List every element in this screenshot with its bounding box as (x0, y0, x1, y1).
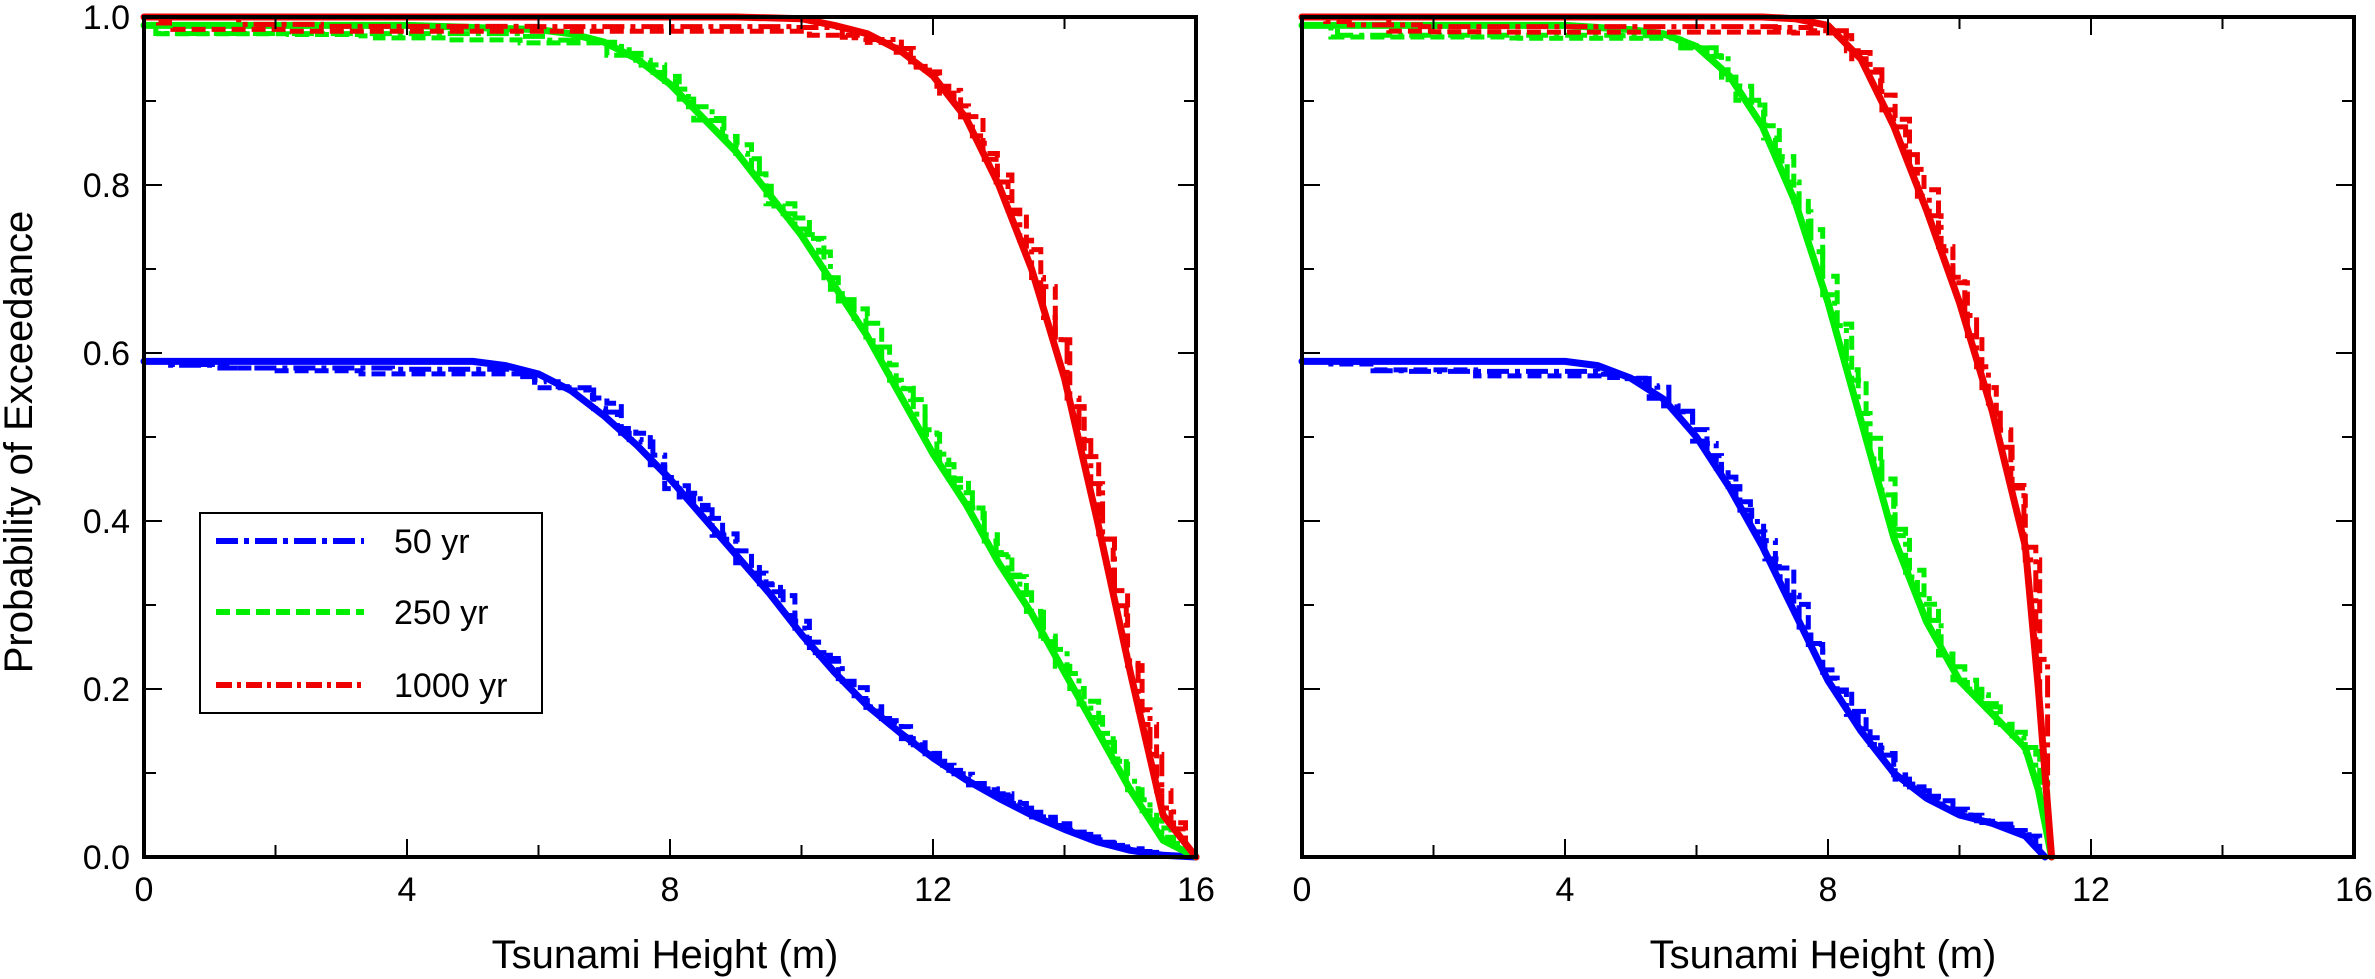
x-tick-label: 4 (1556, 871, 1575, 909)
series-250-yr-empirical (144, 22, 1188, 852)
series-50-yr-line (140, 357, 1200, 861)
series-250-yr-empirical (144, 22, 1188, 853)
x-tick-label: 12 (2072, 871, 2110, 909)
x-tick-label: 12 (914, 871, 952, 909)
series-1000-yr-empirical (1302, 14, 2043, 703)
x-tick-label: 4 (398, 871, 417, 909)
series-1000-yr-empirical (144, 14, 1188, 843)
series-250-yr-empirical (1302, 22, 2043, 800)
x-tick-label: 0 (1293, 871, 1312, 909)
series-1000-yr-empirical (1302, 14, 2051, 806)
series-250-yr-line (140, 21, 1200, 861)
y-tick-label: 0.8 (83, 167, 130, 205)
y-tick-label: 0.0 (83, 839, 130, 877)
y-tick-label: 0.6 (83, 335, 130, 373)
series-1000-yr-line (1298, 13, 2056, 861)
y-tick-label: 0.4 (83, 503, 130, 541)
series-50-yr-line (1298, 357, 2049, 861)
x-axis-label: Tsunami Height (m) (492, 933, 839, 977)
legend-label-50yr: 50 yr (394, 523, 470, 561)
legend-label-1000yr: 1000 yr (394, 667, 507, 705)
x-tick-label: 16 (1177, 871, 1215, 909)
y-tick-label: 0.2 (83, 671, 130, 709)
legend-label-250yr: 250 yr (394, 594, 489, 632)
series-50-yr-empirical (1302, 358, 2039, 848)
plot-frame (142, 15, 1198, 859)
x-tick-label: 16 (2335, 871, 2373, 909)
x-tick-label: 8 (1819, 871, 1838, 909)
legend: 50 yr 250 yr 1000 yr (199, 512, 543, 714)
series-250-yr-empirical (1302, 22, 2051, 837)
y-tick-label: 1.0 (83, 0, 130, 37)
x-axis-label: Tsunami Height (m) (1650, 933, 1997, 977)
plot-frame (1300, 15, 2356, 859)
series-1000-yr-empirical (144, 14, 1188, 844)
series-1000-yr-line (140, 13, 1200, 861)
x-tick-label: 8 (661, 871, 680, 909)
y-axis-label: Probability of Exceedance (0, 211, 41, 674)
x-tick-label: 0 (135, 871, 154, 909)
series-50-yr-empirical (1302, 358, 2043, 851)
series-250-yr-line (1298, 21, 2056, 861)
